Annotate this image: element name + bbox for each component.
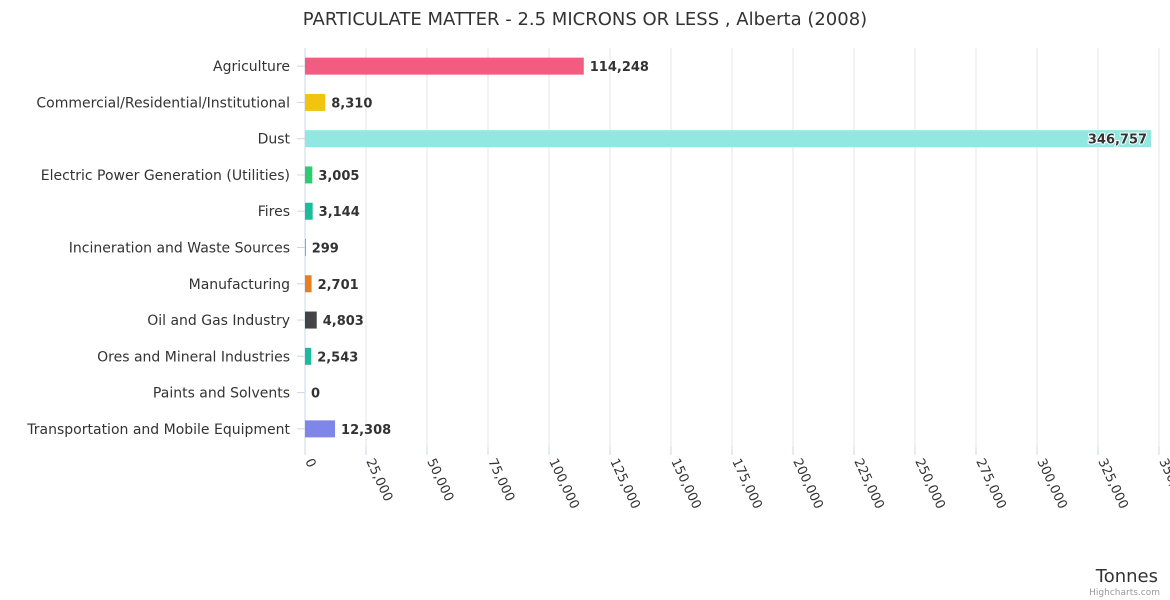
bar[interactable] [305,347,312,365]
category-label: Incineration and Waste Sources [69,241,290,257]
x-tick-label: 25,000 [362,456,395,504]
x-tick-label: 75,000 [484,456,517,504]
x-tick-label: 125,000 [606,456,642,511]
grid-lines [304,48,1160,447]
bar[interactable] [305,311,317,329]
x-tick-label: 150,000 [667,456,703,511]
x-tick-label: 275,000 [972,456,1008,511]
bars [305,57,1152,438]
data-label: 299 [312,242,339,257]
data-label: 3,005 [318,169,359,184]
data-label: 4,803 [323,314,364,329]
x-tick-label: 100,000 [545,456,581,511]
bar[interactable] [305,239,306,256]
data-label: 8,310 [331,96,372,111]
category-label: Electric Power Generation (Utilities) [41,168,290,184]
x-tick-label: 325,000 [1094,456,1130,511]
category-label: Fires [258,204,290,220]
bar[interactable] [305,420,336,438]
data-label: 2,543 [317,350,358,365]
x-tick-label: 300,000 [1033,456,1069,511]
x-tick-label: 350,000 [1155,456,1170,511]
bar[interactable] [305,130,1152,148]
data-label: 3,144 [319,205,360,220]
x-tick-label: 200,000 [789,456,825,511]
category-labels: Agriculture Commercial/Residential/Instit… [26,59,305,438]
bar[interactable] [305,57,584,75]
x-tick-label: 225,000 [850,456,886,511]
category-label: Paints and Solvents [153,386,290,402]
x-tick-label: 50,000 [423,456,456,504]
bar[interactable] [305,166,313,184]
x-axis-title: Tonnes [1095,566,1158,587]
category-label: Transportation and Mobile Equipment [26,422,290,438]
credits[interactable]: Highcharts.com [1089,588,1160,598]
category-label: Oil and Gas Industry [147,313,290,329]
chart-title: PARTICULATE MATTER - 2.5 MICRONS OR LESS… [303,9,867,30]
category-label: Manufacturing [189,277,290,293]
bar[interactable] [305,275,312,293]
x-tick-label: 175,000 [728,456,764,511]
category-label: Commercial/Residential/Institutional [36,95,290,111]
bar[interactable] [305,93,326,111]
category-label: Dust [258,132,291,148]
data-label: 346,757 [1088,133,1147,148]
category-label: Agriculture [213,59,290,75]
bar[interactable] [305,202,313,220]
x-tick-label: 250,000 [911,456,947,511]
category-label: Ores and Mineral Industries [97,349,290,365]
data-label: 114,248 [590,60,649,75]
data-labels: 114,248 8,310 346,757 3,005 3,144 299 2,701 4,8… [310,59,1148,439]
data-label: 0 [311,387,320,402]
x-axis-ticks: 0 25,000 50,000 75,000 100,000 125,000 150,000… [301,447,1170,511]
x-tick-label: 0 [301,456,318,470]
data-label: 12,308 [341,423,391,438]
data-label: 2,701 [318,278,359,293]
